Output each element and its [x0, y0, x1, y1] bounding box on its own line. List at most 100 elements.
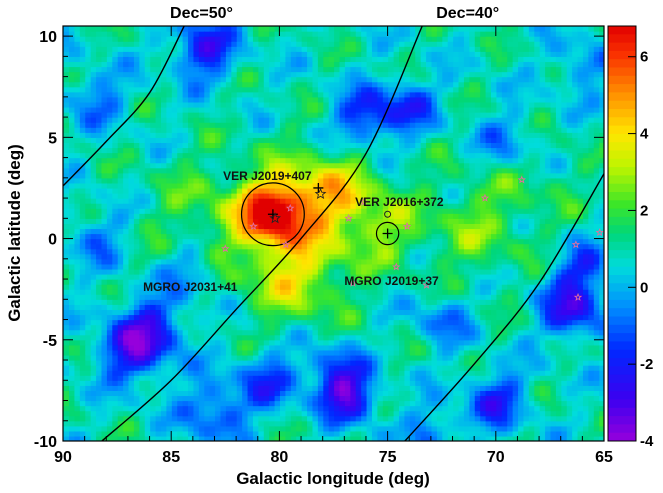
- heatmap-cell: [490, 41, 497, 47]
- heatmap-cell: [284, 81, 291, 88]
- heatmap-cell: [360, 132, 367, 138]
- heatmap-cell: [452, 405, 459, 412]
- heatmap-cell: [463, 314, 470, 321]
- heatmap-cell: [555, 177, 562, 184]
- heatmap-cell: [528, 360, 535, 366]
- heatmap-cell: [560, 420, 567, 427]
- heatmap-cell: [598, 61, 604, 68]
- heatmap-cell: [484, 319, 491, 326]
- heatmap-cell: [479, 258, 486, 265]
- heatmap-cell: [393, 132, 400, 138]
- heatmap-cell: [409, 289, 416, 295]
- heatmap-cell: [328, 263, 335, 270]
- heatmap-cell: [398, 435, 405, 441]
- heatmap-cell: [430, 253, 437, 260]
- heatmap-cell: [549, 380, 556, 386]
- heatmap-cell: [295, 76, 302, 83]
- heatmap-cell: [279, 304, 286, 311]
- heatmap-cell: [593, 238, 600, 245]
- heatmap-cell: [328, 213, 335, 219]
- heatmap-cell: [355, 76, 362, 83]
- heatmap-cell: [279, 400, 286, 407]
- heatmap-cell: [474, 420, 481, 427]
- heatmap-cell: [587, 76, 594, 83]
- heatmap-cell: [306, 339, 313, 346]
- heatmap-cell: [311, 284, 318, 290]
- heatmap-cell: [371, 51, 378, 57]
- heatmap-cell: [301, 334, 308, 341]
- heatmap-cell: [506, 365, 513, 371]
- heatmap-cell: [533, 400, 540, 407]
- heatmap-cell: [522, 324, 529, 331]
- heatmap-cell: [376, 157, 383, 164]
- heatmap-cell: [328, 203, 335, 209]
- heatmap-cell: [382, 187, 389, 194]
- heatmap-cell: [479, 284, 486, 290]
- heatmap-cell: [539, 228, 546, 235]
- heatmap-cell: [544, 370, 551, 376]
- heatmap-cell: [598, 410, 604, 417]
- heatmap-cell: [349, 41, 356, 47]
- heatmap-cell: [566, 223, 573, 230]
- heatmap-cell: [284, 106, 291, 113]
- heatmap-cell: [328, 122, 335, 128]
- heatmap-cell: [322, 91, 329, 98]
- heatmap-cell: [420, 71, 427, 78]
- heatmap-cell: [317, 349, 324, 356]
- heatmap-cell: [301, 435, 308, 441]
- heatmap-cell: [479, 208, 486, 214]
- heatmap-cell: [533, 51, 540, 57]
- heatmap-cell: [425, 375, 432, 381]
- heatmap-cell: [598, 238, 604, 245]
- heatmap-cell: [290, 177, 297, 184]
- heatmap-cell: [495, 26, 502, 32]
- heatmap-cell: [328, 132, 335, 138]
- heatmap-cell: [512, 279, 519, 285]
- heatmap-cell: [322, 182, 329, 189]
- heatmap-cell: [393, 334, 400, 341]
- heatmap-cell: [414, 289, 421, 295]
- heatmap-cell: [311, 193, 318, 199]
- heatmap-cell: [463, 117, 470, 123]
- heatmap-cell: [344, 294, 351, 300]
- heatmap-cell: [571, 117, 578, 123]
- heatmap-cell: [409, 319, 416, 326]
- heatmap-cell: [403, 41, 410, 47]
- heatmap-cell: [539, 122, 546, 128]
- heatmap-cell: [441, 218, 448, 224]
- heatmap-cell: [393, 31, 400, 37]
- heatmap-cell: [403, 375, 410, 381]
- heatmap-cell: [338, 213, 345, 219]
- heatmap-cell: [566, 36, 573, 42]
- heatmap-cell: [420, 76, 427, 83]
- heatmap-cell: [598, 142, 604, 149]
- heatmap-cell: [576, 284, 583, 290]
- heatmap-cell: [549, 420, 556, 427]
- heatmap-cell: [284, 294, 291, 300]
- heatmap-cell: [430, 268, 437, 275]
- heatmap-cell: [376, 329, 383, 336]
- heatmap-cell: [306, 31, 313, 37]
- heatmap-cell: [474, 365, 481, 371]
- heatmap-cell: [311, 365, 318, 371]
- heatmap-cell: [273, 324, 280, 331]
- heatmap-cell: [484, 365, 491, 371]
- heatmap-cell: [420, 61, 427, 68]
- heatmap-cell: [560, 339, 567, 346]
- heatmap-cell: [382, 172, 389, 179]
- heatmap-cell: [387, 435, 394, 441]
- heatmap-cell: [539, 41, 546, 47]
- heatmap-cell: [290, 430, 297, 437]
- heatmap-cell: [598, 279, 604, 285]
- heatmap-cell: [452, 349, 459, 356]
- heatmap-cell: [522, 112, 529, 118]
- heatmap-cell: [376, 294, 383, 300]
- heatmap-cell: [457, 177, 464, 184]
- heatmap-cell: [544, 162, 551, 169]
- heatmap-cell: [463, 177, 470, 184]
- heatmap-cell: [555, 56, 562, 63]
- heatmap-cell: [338, 157, 345, 164]
- heatmap-cell: [414, 218, 421, 224]
- heatmap-cell: [387, 370, 394, 376]
- heatmap-cell: [311, 385, 318, 391]
